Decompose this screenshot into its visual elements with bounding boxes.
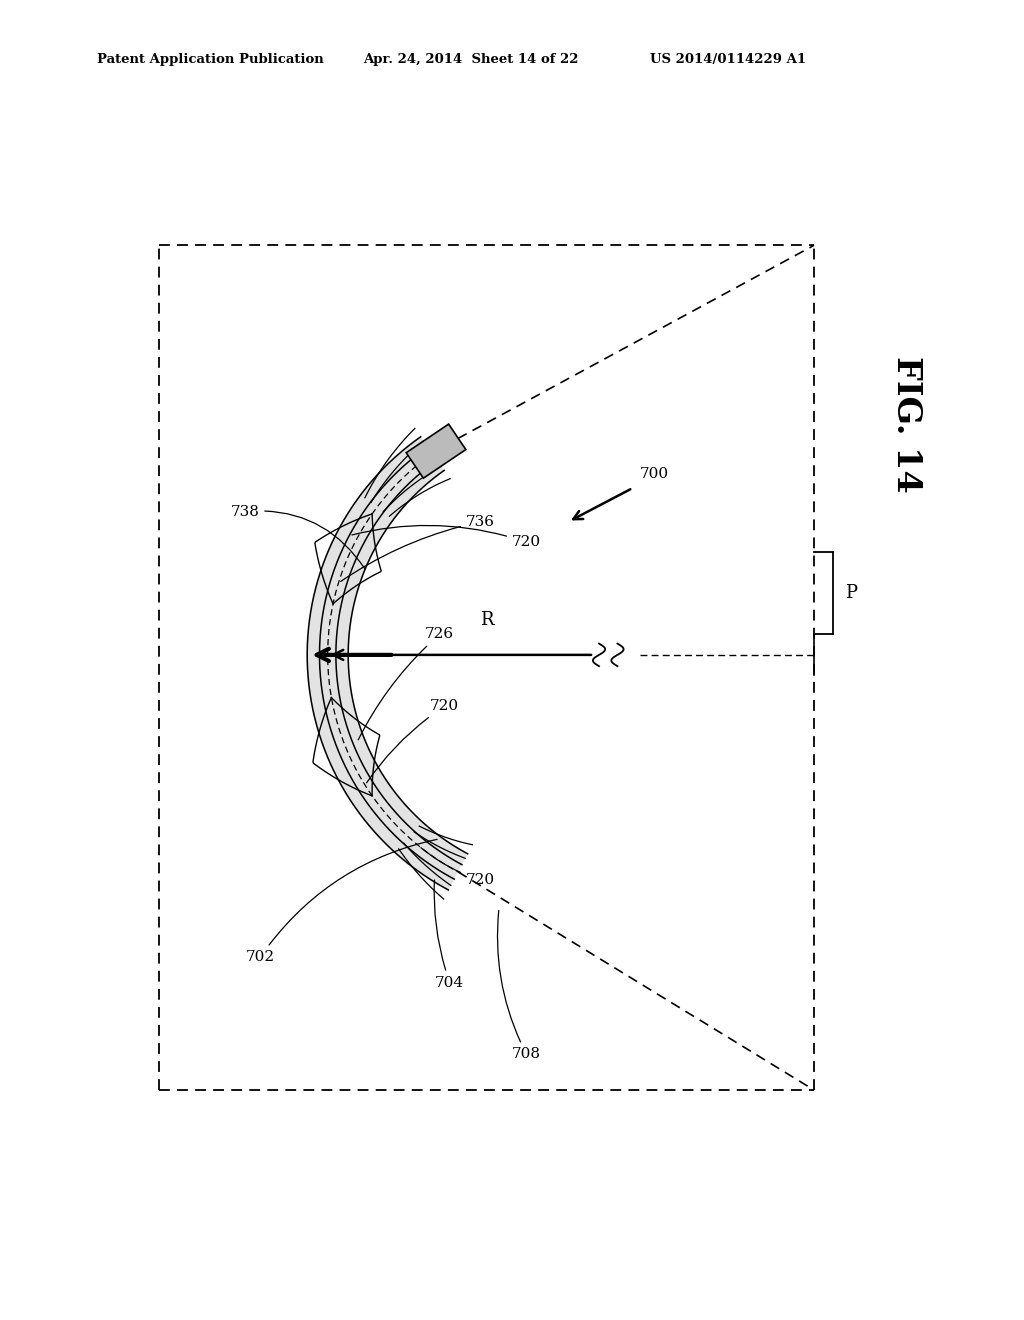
Text: US 2014/0114229 A1: US 2014/0114229 A1 [650,53,806,66]
Text: R: R [479,611,494,630]
Text: 708: 708 [498,911,541,1061]
Text: Apr. 24, 2014  Sheet 14 of 22: Apr. 24, 2014 Sheet 14 of 22 [364,53,579,66]
Text: FIG. 14: FIG. 14 [890,356,923,492]
Polygon shape [407,424,466,478]
Text: 704: 704 [434,880,464,990]
Text: 720: 720 [421,847,495,887]
Text: 720: 720 [352,525,541,549]
Text: 702: 702 [246,840,437,964]
Text: 720: 720 [367,700,459,783]
Text: 726: 726 [358,627,454,739]
Text: 736: 736 [341,515,495,581]
Text: Patent Application Publication: Patent Application Publication [97,53,324,66]
Text: 738: 738 [230,504,365,569]
Text: P: P [845,585,857,602]
Text: 700: 700 [640,467,669,480]
Polygon shape [306,436,468,891]
